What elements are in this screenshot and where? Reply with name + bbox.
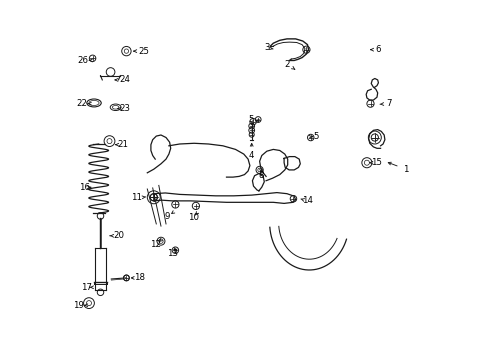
Text: 2: 2 xyxy=(284,60,289,69)
Text: 19: 19 xyxy=(73,301,84,310)
Text: 20: 20 xyxy=(114,231,124,240)
Text: 15: 15 xyxy=(371,158,382,167)
Text: 14: 14 xyxy=(301,197,312,205)
Text: 4: 4 xyxy=(248,151,254,160)
Text: 17: 17 xyxy=(81,283,91,292)
Text: 13: 13 xyxy=(167,249,178,258)
Text: 26: 26 xyxy=(78,56,88,65)
Text: 7: 7 xyxy=(386,99,391,108)
Text: 24: 24 xyxy=(119,76,130,85)
Text: 16: 16 xyxy=(79,183,90,192)
Text: 10: 10 xyxy=(187,213,199,222)
Text: 25: 25 xyxy=(138,46,149,55)
Text: 18: 18 xyxy=(134,274,144,282)
Text: 23: 23 xyxy=(119,104,130,113)
Text: 11: 11 xyxy=(131,194,142,202)
Text: 22: 22 xyxy=(76,99,87,108)
Text: 3: 3 xyxy=(264,43,269,52)
Text: 21: 21 xyxy=(117,140,128,149)
Text: 12: 12 xyxy=(149,240,161,249)
Text: 1: 1 xyxy=(402,165,407,174)
Text: 9: 9 xyxy=(164,212,169,221)
Text: 5: 5 xyxy=(248,115,253,124)
Text: 5: 5 xyxy=(313,132,319,141)
Text: 6: 6 xyxy=(374,45,380,54)
Text: 8: 8 xyxy=(258,171,263,180)
